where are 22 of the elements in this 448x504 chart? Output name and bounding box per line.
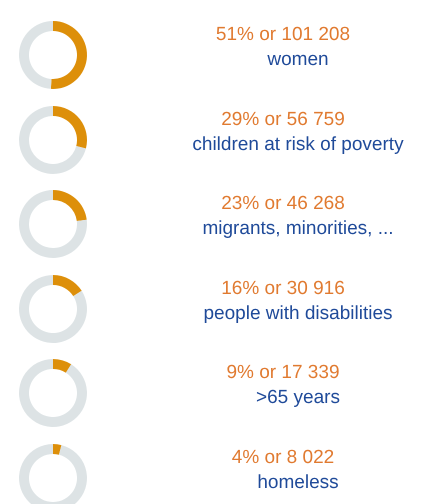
text: children at risk of poverty (191, 132, 405, 156)
donut-slice (19, 106, 86, 174)
donut-slice (19, 21, 53, 89)
donut-slice (50, 21, 87, 89)
text: >65 years (255, 386, 341, 410)
donut-slice (53, 274, 82, 296)
text: 4% or 8 022 (230, 446, 336, 470)
text: 23% or 46 268 (220, 192, 346, 216)
text: homeless (256, 470, 340, 494)
donut-slice (19, 190, 87, 258)
donut-slice (53, 359, 72, 373)
text: people with disabilities (202, 302, 394, 326)
donut-slice (53, 106, 87, 148)
text: 16% or 30 916 (220, 276, 346, 300)
text: 29% or 56 759 (220, 108, 346, 132)
text: 51% or 101 208 (214, 23, 352, 47)
text: migrants, minorities, ... (201, 217, 395, 241)
donut-slice (19, 274, 87, 342)
text: 9% or 17 339 (225, 361, 341, 385)
text: women (266, 48, 330, 72)
donut-slice (53, 190, 87, 221)
donut-slice (19, 359, 87, 427)
